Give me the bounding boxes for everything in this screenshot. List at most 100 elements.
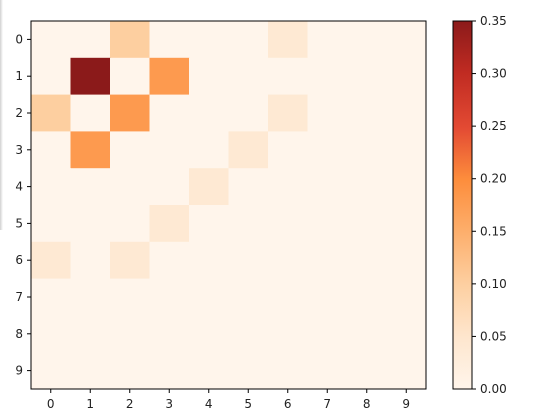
heatmap-cell-r4-c3 [149,168,190,206]
heatmap-cell-r9-c1 [70,352,111,390]
x-tick-label-0: 0 [47,397,55,411]
heatmap-cell-r2-c2 [110,94,150,132]
heatmap-cell-r0-c2 [110,21,150,59]
heatmap-cell-r2-c7 [307,94,348,132]
y-tick-label-6: 6 [15,253,23,267]
heatmap-cell-r0-c4 [189,21,229,59]
colorbar-tick-label-3: 0.15 [480,224,507,238]
y-tick-label-0: 0 [15,32,23,46]
heatmap-cell-r1-c4 [189,57,229,96]
heatmap-cell-r7-c5 [228,278,269,316]
heatmap-cell-r7-c4 [189,278,229,316]
heatmap-cell-r8-c9 [386,315,427,353]
heatmap-cell-r6-c7 [307,241,348,280]
heatmap-cell-r4-c8 [347,168,387,206]
x-tick-label-2: 2 [126,397,134,411]
colorbar-tick-label-5: 0.25 [480,119,507,133]
colorbar-tick-label-0: 0.00 [480,382,507,396]
heatmap-cell-r5-c5 [228,205,269,243]
heatmap-cell-r7-c3 [149,278,190,316]
x-tick-label-8: 8 [363,397,371,411]
heatmap-cell-r6-c9 [386,241,427,280]
heatmap-cell-r1-c8 [347,57,387,96]
heatmap-cell-r9-c9 [386,352,427,390]
plot-frame [30,20,427,390]
heatmap-cell-r3-c7 [307,131,348,169]
y-tick-label-9: 9 [15,364,23,378]
window-edge-shadow [0,0,3,230]
heatmap-cell-r0-c5 [228,21,269,59]
heatmap-cell-r0-c0 [31,21,71,59]
y-tick-label-3: 3 [15,143,23,157]
heatmap-cell-r3-c0 [31,131,71,169]
heatmap-cell-r4-c5 [228,168,269,206]
heatmap-cell-r3-c2 [110,131,150,169]
heatmap-cell-r3-c1 [70,131,111,169]
heatmap-cell-r4-c2 [110,168,150,206]
heatmap-cell-r7-c6 [268,278,308,316]
x-tick-label-4: 4 [205,397,213,411]
heatmap-cell-r8-c6 [268,315,308,353]
heatmap-cell-r9-c3 [149,352,190,390]
heatmap-cell-r8-c7 [307,315,348,353]
heatmap-cell-r6-c1 [70,241,111,280]
heatmap-cell-r0-c7 [307,21,348,59]
heatmap-cell-r8-c5 [228,315,269,353]
y-tick-label-4: 4 [15,180,23,194]
heatmap-cell-r6-c3 [149,241,190,280]
heatmap-cell-r6-c6 [268,241,308,280]
heatmap-cell-r0-c6 [268,21,308,59]
heatmap-cell-r5-c8 [347,205,387,243]
heatmap-cell-r5-c4 [189,205,229,243]
heatmap-cell-r5-c2 [110,205,150,243]
heatmap-cell-r1-c9 [386,57,427,96]
y-tick-label-5: 5 [15,216,23,230]
heatmap-cell-r5-c9 [386,205,427,243]
heatmap-cell-r2-c5 [228,94,269,132]
heatmap-cell-r5-c0 [31,205,71,243]
heatmap-cell-r4-c1 [70,168,111,206]
heatmap-cell-r0-c8 [347,21,387,59]
heatmap-cell-r3-c5 [228,131,269,169]
y-tick-label-2: 2 [15,106,23,120]
heatmap-cell-r7-c0 [31,278,71,316]
heatmap-cell-r8-c1 [70,315,111,353]
heatmap-cell-r7-c2 [110,278,150,316]
colorbar [452,20,473,390]
heatmap-cell-r3-c6 [268,131,308,169]
colorbar-tick-label-6: 0.30 [480,67,507,81]
heatmap-cell-r8-c0 [31,315,71,353]
x-axis: 0 1 2 3 4 5 6 7 8 9 [47,389,410,411]
heatmap-cell-r3-c4 [189,131,229,169]
x-tick-label-9: 9 [402,397,410,411]
colorbar-tick-label-1: 0.05 [480,329,507,343]
heatmap-cell-r5-c3 [149,205,190,243]
heatmap-cell-r2-c8 [347,94,387,132]
heatmap-cell-r6-c0 [31,241,71,280]
heatmap-cell-r6-c5 [228,241,269,280]
heatmap-cell-r9-c2 [110,352,150,390]
heatmap-cell-r7-c8 [347,278,387,316]
heatmap-cell-r4-c9 [386,168,427,206]
heatmap-cell-r5-c7 [307,205,348,243]
heatmap-cell-r9-c6 [268,352,308,390]
heatmap-cell-r2-c0 [31,94,71,132]
heatmap-cell-r7-c9 [386,278,427,316]
heatmap-cell-r1-c5 [228,57,269,96]
x-tick-label-5: 5 [244,397,252,411]
heatmap-cell-r9-c7 [307,352,348,390]
heatmap-cell-r9-c0 [31,352,71,390]
heatmap-cell-r4-c6 [268,168,308,206]
heatmap-cell-r2-c4 [189,94,229,132]
heatmap-cell-r7-c1 [70,278,111,316]
heatmap-cell-r8-c8 [347,315,387,353]
heatmap-cell-r5-c6 [268,205,308,243]
x-tick-label-3: 3 [165,397,173,411]
heatmap-cell-r1-c0 [31,57,71,96]
y-axis: 0 1 2 3 4 5 6 7 8 9 [15,32,31,378]
heatmap-cell-r2-c6 [268,94,308,132]
x-tick-label-1: 1 [86,397,94,411]
heatmap-cell-r2-c9 [386,94,427,132]
